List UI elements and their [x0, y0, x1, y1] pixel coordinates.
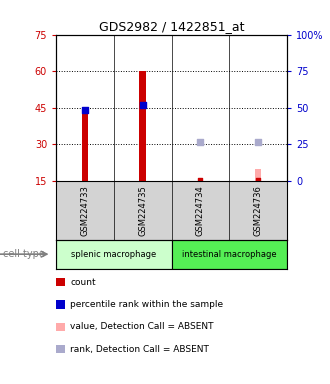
Bar: [139, 71, 146, 181]
Bar: [56, 240, 172, 269]
Text: GSM224736: GSM224736: [254, 185, 263, 236]
Point: [198, 177, 203, 183]
Text: value, Detection Call = ABSENT: value, Detection Call = ABSENT: [70, 322, 214, 331]
Point: [256, 177, 261, 183]
Text: rank, Detection Call = ABSENT: rank, Detection Call = ABSENT: [70, 344, 209, 354]
Title: GDS2982 / 1422851_at: GDS2982 / 1422851_at: [99, 20, 244, 33]
Text: GSM224735: GSM224735: [138, 185, 147, 236]
Point: [82, 107, 88, 113]
Text: percentile rank within the sample: percentile rank within the sample: [70, 300, 223, 309]
Text: GSM224734: GSM224734: [196, 185, 205, 236]
Text: splenic macrophage: splenic macrophage: [71, 250, 156, 259]
Point: [140, 102, 146, 108]
Text: cell type: cell type: [3, 249, 45, 259]
Bar: [172, 240, 287, 269]
Bar: [255, 169, 261, 181]
Bar: [82, 108, 88, 181]
Point: [198, 139, 203, 145]
Text: count: count: [70, 278, 96, 287]
Point: [256, 139, 261, 145]
Text: intestinal macrophage: intestinal macrophage: [182, 250, 277, 259]
Text: GSM224733: GSM224733: [81, 185, 89, 236]
